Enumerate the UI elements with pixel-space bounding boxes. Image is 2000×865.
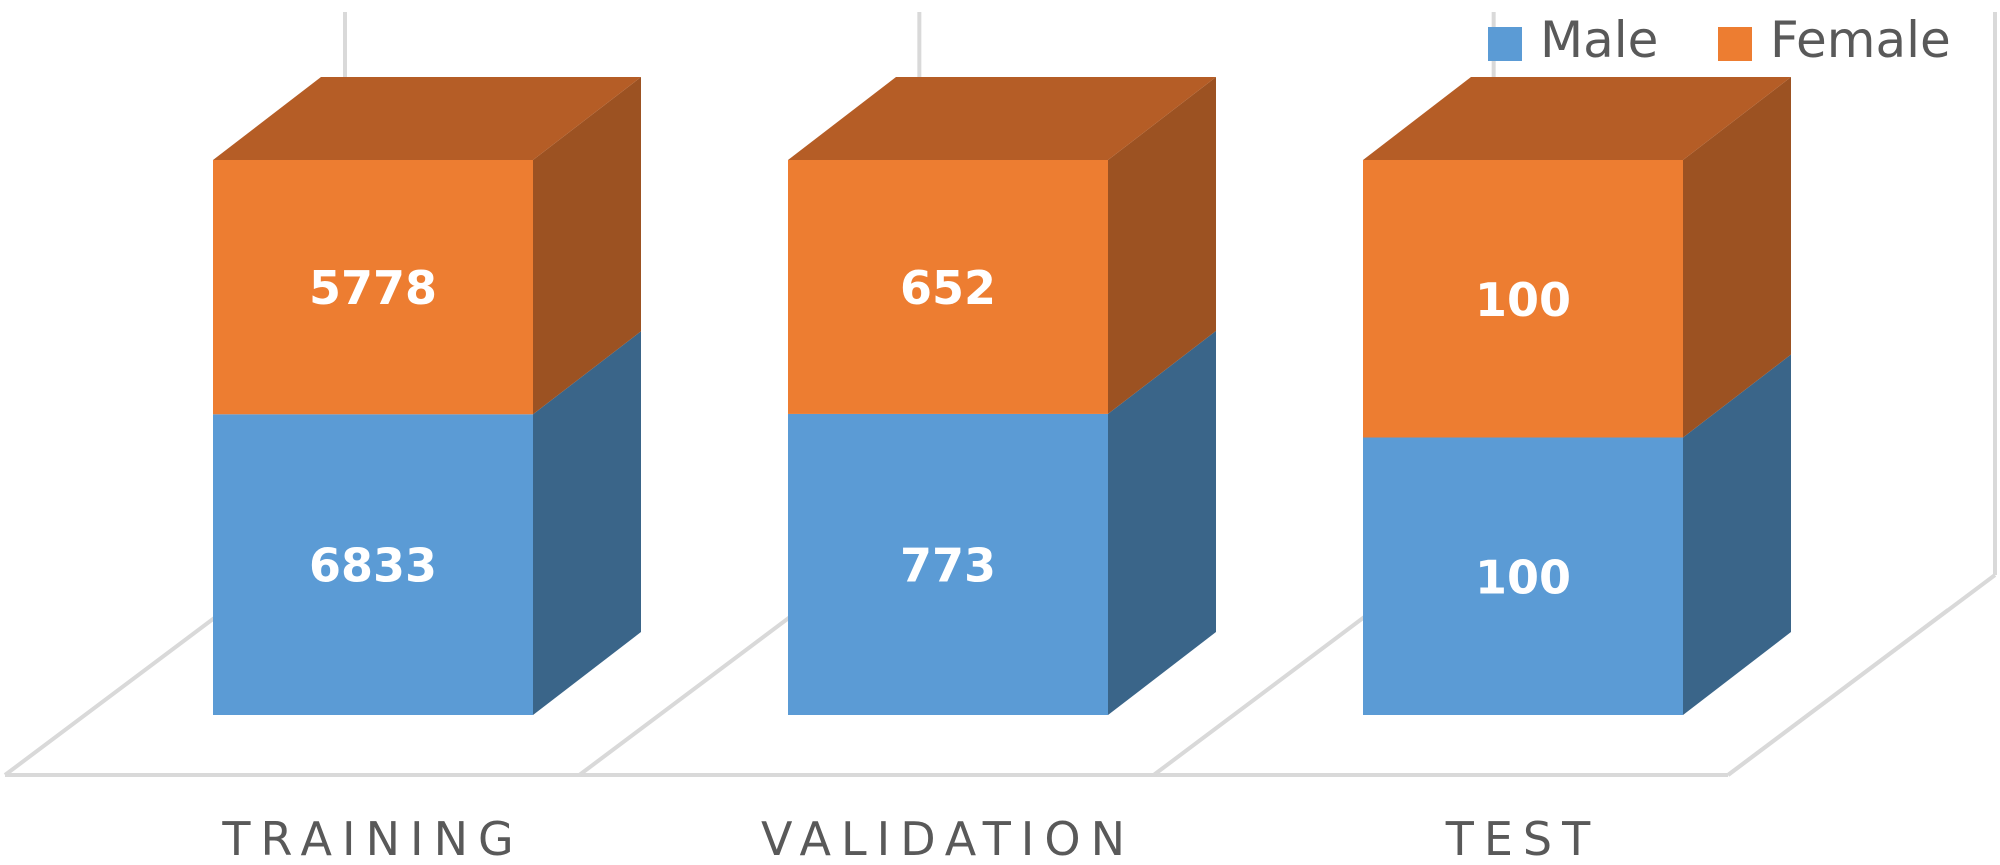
bars	[213, 77, 1791, 715]
data-label-training-female: 5778	[309, 261, 437, 315]
legend-swatch-male	[1488, 27, 1522, 61]
category-label-training: TRAINING	[221, 812, 523, 865]
data-labels: 6833 5778 773 652 100 100	[309, 261, 1571, 604]
category-axis-labels: TRAINING VALIDATION TEST	[221, 812, 1600, 865]
bar-training-female-side	[533, 77, 641, 415]
bar-training-female-top	[213, 77, 641, 160]
bar-validation-male-front	[788, 413, 1108, 715]
legend-swatch-female	[1718, 27, 1752, 61]
bar-test-female-front	[1363, 160, 1683, 438]
bar-training-male-side	[533, 331, 641, 715]
bar-test-female-side	[1683, 77, 1791, 438]
category-label-test: TEST	[1445, 812, 1600, 865]
category-label-validation: VALIDATION	[761, 812, 1135, 865]
data-label-test-female: 100	[1475, 273, 1571, 327]
legend: Male Female	[1488, 11, 1951, 69]
floor-right-edge	[1726, 573, 1997, 777]
bar-test-female-top	[1363, 77, 1791, 160]
floor-divider-line	[578, 608, 801, 777]
bar-validation-male-side	[1108, 330, 1216, 715]
bar-validation-female-side	[1108, 77, 1216, 414]
data-label-training-male: 6833	[309, 539, 437, 593]
data-label-validation-male: 773	[900, 538, 996, 592]
floor-divider-line	[3, 608, 227, 777]
data-label-test-male: 100	[1475, 550, 1571, 604]
bar-training-male-front	[213, 414, 533, 715]
bar-test-male-side	[1683, 354, 1791, 715]
bar-validation-female-front	[788, 160, 1108, 414]
legend-label-female: Female	[1770, 11, 1951, 69]
bar-validation-female-top	[788, 77, 1216, 160]
bar-test-male-front	[1363, 437, 1683, 715]
floor-divider-line	[1152, 608, 1375, 777]
chart-floor-and-walls	[3, 12, 1997, 777]
data-label-validation-female: 652	[900, 261, 996, 315]
legend-label-male: Male	[1540, 11, 1658, 69]
bar-training-female-front	[213, 160, 533, 415]
